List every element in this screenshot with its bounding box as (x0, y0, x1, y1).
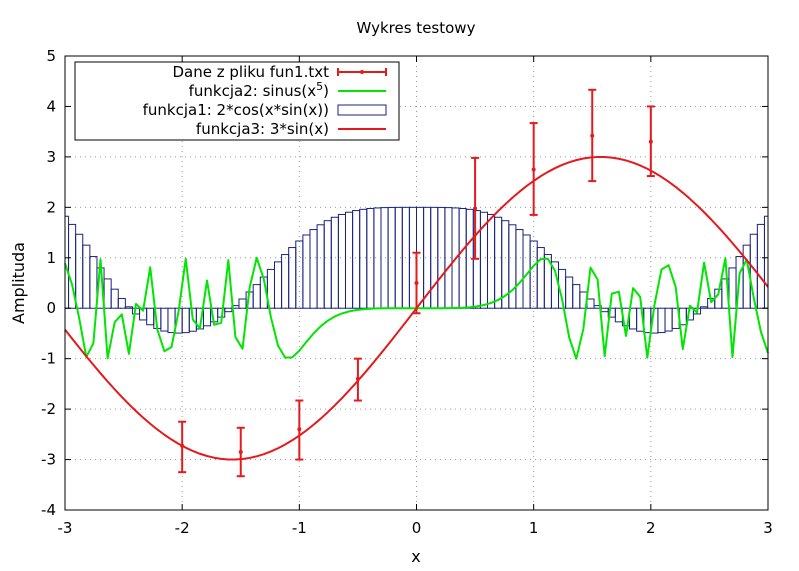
y-tick-label: 3 (46, 148, 56, 166)
errorbar-point (412, 251, 421, 315)
x-tick-label: 0 (412, 519, 422, 537)
legend-sample-point (360, 70, 364, 74)
legend-sample-funkcja1 (337, 104, 387, 116)
x-tick-label: -3 (58, 519, 73, 537)
y-tick-label: -2 (41, 400, 56, 418)
y-tick-label: -4 (41, 501, 56, 519)
y-tick-label: -3 (41, 451, 56, 469)
x-tick-label: 1 (529, 519, 539, 537)
errorbar-point (529, 122, 538, 216)
y-tick-label: 1 (46, 249, 56, 267)
data-point (297, 427, 302, 432)
data-point (238, 449, 243, 454)
data-point (473, 206, 478, 211)
errorbar-point (353, 357, 362, 402)
box-bar (224, 307, 233, 313)
legend-label-data: Dane z pliku fun1.txt (173, 63, 330, 81)
data-point (355, 376, 360, 381)
box-bar (124, 306, 133, 309)
errorbar-point (236, 426, 245, 478)
x-axis-label: x (411, 547, 420, 566)
legend-label-funkcja2: funkcja2: sinus(x5) (189, 80, 329, 100)
legend-label-funkcja1: funkcja1: 2*cos(x*sin(x)) (143, 101, 329, 119)
box-bar (117, 298, 126, 309)
data-point (414, 281, 419, 285)
legend-label-funkcja2-end: ) (323, 82, 329, 100)
series-data-errorbars (178, 88, 655, 478)
errorbar-point (588, 88, 597, 183)
legend: Dane z pliku fun1.txt funkcja2: sinus(x5… (74, 61, 400, 141)
errorbar-point (178, 420, 187, 474)
x-tick-label: -2 (175, 519, 190, 537)
data-point (648, 139, 653, 144)
legend-box (74, 61, 400, 141)
chart-title: Wykres testowy (357, 19, 476, 37)
x-tick-label: -1 (292, 519, 307, 537)
errorbar-point (646, 105, 655, 178)
errorbar-point (295, 399, 304, 461)
data-point (180, 443, 185, 448)
data-point (590, 133, 595, 138)
y-tick-label: 2 (46, 198, 56, 216)
x-tick-label: 3 (763, 519, 773, 537)
errorbar-point (471, 156, 480, 260)
legend-label-funkcja2-sup: 5 (316, 80, 323, 93)
legend-label-funkcja2-main: funkcja2: sinus(x (189, 82, 317, 100)
data-point (531, 167, 536, 172)
y-axis-label: Amplituda (9, 242, 28, 324)
axis-ticks (64, 55, 769, 511)
legend-label-funkcja3: funkcja3: 3*sin(x) (196, 120, 329, 138)
y-tick-label: 0 (46, 299, 56, 317)
y-tick-label: 5 (46, 47, 56, 65)
y-tick-label: -1 (41, 350, 56, 368)
legend-samples (337, 68, 387, 130)
x-tick-label: 2 (646, 519, 656, 537)
y-tick-label: 4 (46, 97, 56, 115)
